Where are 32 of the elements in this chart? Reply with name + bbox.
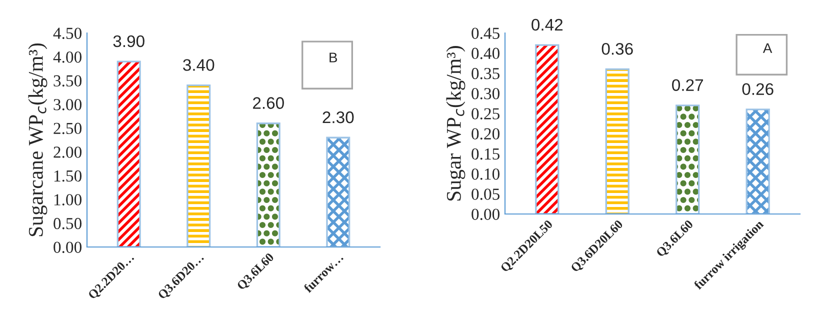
- y-tick-label: 4.50: [53, 28, 82, 40]
- y-tick-label: 1.00: [54, 194, 82, 206]
- y-tick-label: 0.05: [472, 188, 500, 200]
- y-axis-title: Sugar WP$_{c}$(kg/m³): [446, 46, 466, 201]
- y-tick-label: 0.35: [472, 68, 500, 80]
- y-tick-label: 2.00: [54, 146, 82, 158]
- data-label: 0.42: [532, 18, 563, 31]
- data-label: 0.26: [742, 83, 774, 96]
- y-tick-label: 0.30: [472, 88, 500, 100]
- y-tick-label: 3.50: [54, 75, 82, 87]
- data-label: 2.30: [322, 111, 354, 124]
- data-label: 0.36: [602, 42, 633, 55]
- data-label: 3.40: [183, 59, 214, 71]
- y-tick-label: 0.10: [472, 168, 500, 180]
- y-tick-label: 0.25: [472, 108, 500, 120]
- data-label: 2.60: [253, 97, 284, 109]
- y-tick-label: 0.00: [472, 208, 500, 220]
- y-tick-label: 0.40: [472, 48, 500, 60]
- y-axis-title: Sugarcane WP$_{c}$(kg/m³): [28, 43, 48, 236]
- annotation: A: [762, 43, 772, 53]
- data-label: 3.90: [113, 35, 144, 48]
- y-tick-label: 2.50: [54, 122, 82, 134]
- annotation: B: [330, 52, 338, 62]
- y-tick-label: 0.00: [54, 242, 82, 254]
- y-tick-label: 3.00: [54, 99, 82, 110]
- y-tick-label: 0.15: [472, 148, 500, 160]
- y-tick-label: 4.00: [53, 51, 82, 63]
- y-tick-label: 0.50: [54, 218, 82, 230]
- y-tick-label: 0.45: [472, 28, 500, 40]
- data-label: 0.27: [672, 79, 704, 91]
- y-tick-label: 0.20: [472, 128, 500, 140]
- y-tick-label: 1.50: [54, 170, 82, 182]
